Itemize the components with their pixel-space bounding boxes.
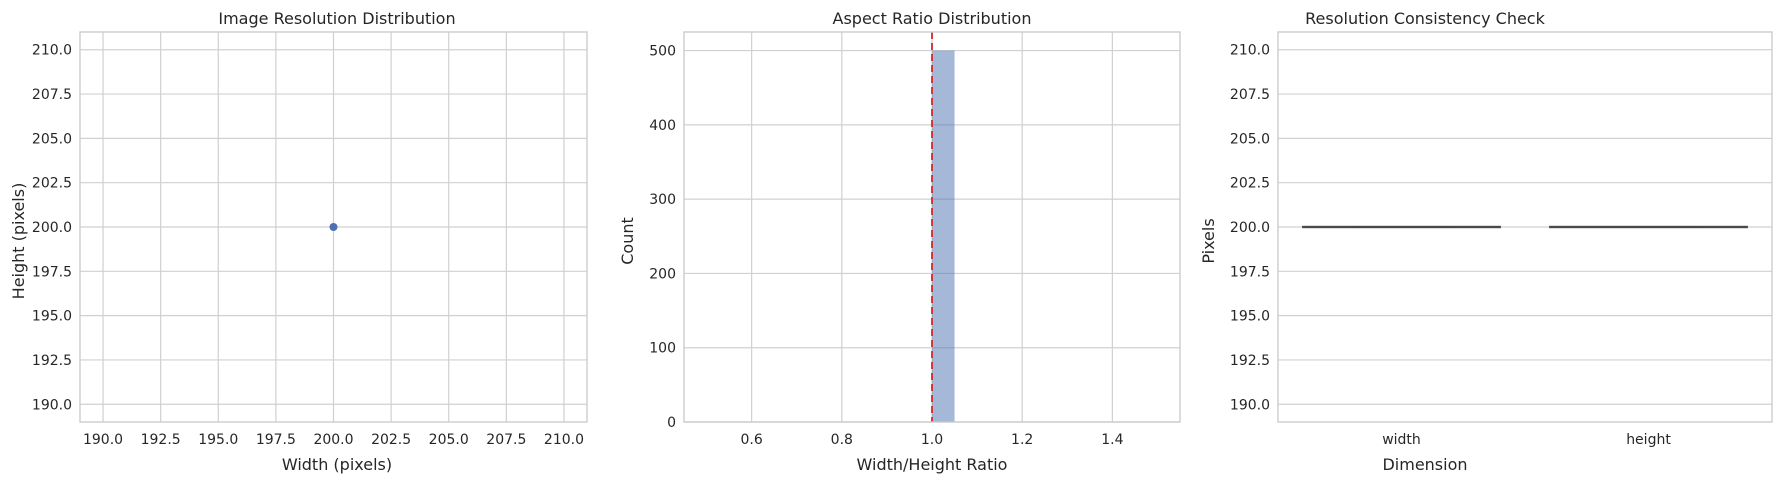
- resolution-boxplot-panel: Resolution Consistency Check Dimension P…: [1199, 9, 1773, 474]
- axes-frame: [1277, 31, 1773, 423]
- y-tick-label: 205.0: [32, 131, 72, 147]
- y-tick-label: 202.5: [32, 176, 72, 192]
- y-tick-label: 207.5: [32, 87, 72, 103]
- y-tick-label: 205.0: [1230, 131, 1270, 147]
- grid-layer: [1278, 49, 1772, 405]
- y-tick-label: 197.5: [32, 264, 72, 280]
- data-point: [329, 223, 338, 231]
- y-tick-label: 210.0: [1230, 43, 1270, 59]
- y-tick-label: 200.0: [1230, 220, 1270, 236]
- y-tick-label: 500: [649, 44, 676, 60]
- y-tick-label: 207.5: [1230, 87, 1270, 103]
- x-tick-label: 0.6: [741, 432, 763, 448]
- x-tick-label: 197.5: [256, 432, 296, 448]
- x-tick-label: 195.0: [198, 432, 238, 448]
- y-tick-label: 195.0: [1230, 309, 1270, 325]
- x-tick-label: 1.4: [1101, 432, 1123, 448]
- x-tick-label: 207.5: [486, 432, 526, 448]
- histogram-bar: [932, 50, 955, 422]
- y-tick-label: 210.0: [32, 43, 72, 59]
- y-tick-label: 300: [649, 192, 676, 208]
- y-axis-label: Height (pixels): [9, 183, 28, 300]
- x-tick-label: 200.0: [313, 432, 353, 448]
- x-tick-label: width: [1382, 432, 1421, 448]
- chart-title: Image Resolution Distribution: [218, 9, 455, 28]
- x-tick-label: 1.0: [921, 432, 943, 448]
- y-tick-label: 400: [649, 118, 676, 134]
- axes-frame: [79, 31, 588, 423]
- x-tick-label: 205.0: [429, 432, 469, 448]
- aspect-ratio-histogram-panel: Aspect Ratio Distribution Width/Height R…: [618, 9, 1181, 474]
- y-tick-label: 100: [649, 341, 676, 357]
- x-tick-label: 202.5: [371, 432, 411, 448]
- y-tick-label: 0: [667, 415, 676, 431]
- y-tick-label: 190.0: [1230, 397, 1270, 413]
- x-axis-label: Width (pixels): [282, 455, 392, 474]
- y-tick-label: 200: [649, 266, 676, 282]
- y-axis-label: Count: [618, 217, 637, 265]
- x-tick-label: 190.0: [83, 432, 123, 448]
- x-tick-label: 1.2: [1011, 432, 1033, 448]
- resolution-scatter-panel: Image Resolution Distribution Width (pix…: [9, 9, 588, 474]
- y-tick-label: 192.5: [1230, 353, 1270, 369]
- y-tick-label: 192.5: [32, 353, 72, 369]
- x-tick-label: height: [1626, 432, 1671, 448]
- x-tick-label: 0.8: [831, 432, 853, 448]
- y-tick-label: 190.0: [32, 397, 72, 413]
- x-tick-label: 192.5: [141, 432, 181, 448]
- axes-frame: [683, 31, 1181, 423]
- y-axis-label: Pixels: [1199, 218, 1218, 263]
- y-tick-label: 197.5: [1230, 264, 1270, 280]
- chart-title: Resolution Consistency Check: [1305, 9, 1545, 28]
- x-axis-label: Width/Height Ratio: [857, 455, 1008, 474]
- y-tick-label: 200.0: [32, 220, 72, 236]
- x-axis-label: Dimension: [1382, 455, 1467, 474]
- y-tick-label: 202.5: [1230, 176, 1270, 192]
- chart-title: Aspect Ratio Distribution: [833, 9, 1032, 28]
- x-tick-label: 210.0: [544, 432, 584, 448]
- y-tick-label: 195.0: [32, 309, 72, 325]
